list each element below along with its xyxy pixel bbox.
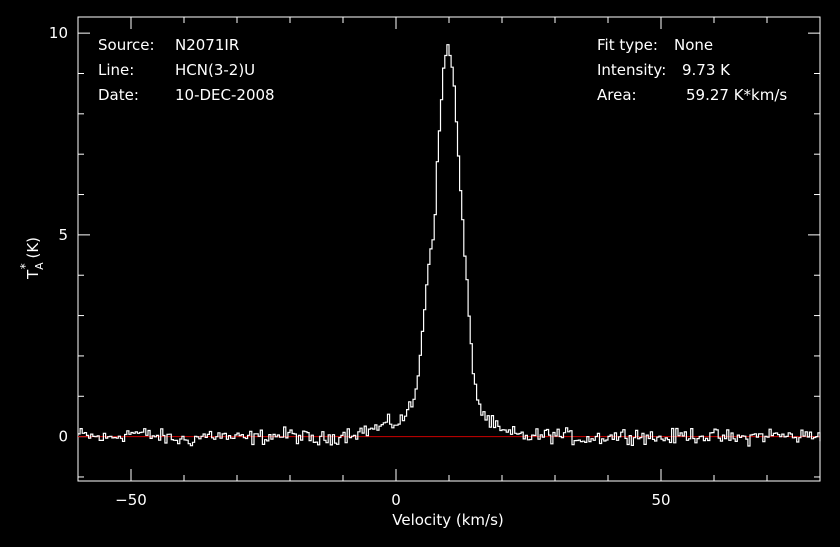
line-label: Line:	[98, 61, 134, 79]
y-tick-label: 5	[58, 226, 68, 244]
y-tick-label: 10	[49, 24, 68, 42]
y-axis-label-unit: (K)	[24, 237, 42, 263]
fit-type-value: None	[674, 36, 713, 54]
y-axis-label-sup: *	[18, 263, 32, 269]
x-tick-label: −50	[115, 491, 147, 509]
fit-type-label: Fit type:	[597, 36, 658, 54]
axis-ticks: −50 0 50 0 5 10	[49, 17, 821, 509]
area-label: Area:	[597, 86, 637, 104]
y-axis-label: TA* (K)	[18, 237, 46, 280]
x-tick-label: 50	[651, 491, 670, 509]
intensity-label: Intensity:	[597, 61, 666, 79]
source-value: N2071IR	[175, 36, 239, 54]
source-label: Source:	[98, 36, 155, 54]
svg-text:TA* (K): TA* (K)	[18, 237, 46, 280]
y-axis-label-base: T	[24, 269, 42, 280]
y-tick-label: 0	[58, 428, 68, 446]
y-axis-label-sub: A	[33, 262, 46, 270]
intensity-value: 9.73 K	[682, 61, 731, 79]
spectrum-series-line	[78, 44, 821, 447]
date-label: Date:	[98, 86, 139, 104]
x-tick-label: 0	[391, 491, 401, 509]
x-axis-label: Velocity (km/s)	[392, 511, 503, 529]
area-value: 59.27 K*km/s	[686, 86, 787, 104]
date-value: 10-DEC-2008	[175, 86, 275, 104]
line-value: HCN(3-2)U	[175, 61, 255, 79]
